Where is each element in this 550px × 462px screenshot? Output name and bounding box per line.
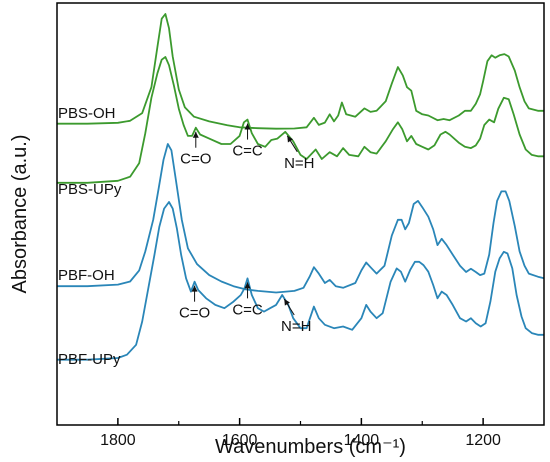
- series-line-pbf-oh: [57, 143, 545, 294]
- series-label-pbf-oh: PBF-OH: [58, 267, 115, 284]
- plot-frame: [56, 2, 545, 426]
- x-tick-label: 1800: [100, 432, 136, 449]
- series-labels: PBS-OH PBS-UPy PBF-OH PBF-UPy: [58, 105, 122, 368]
- series-label-pbs-oh: PBS-OH: [58, 105, 116, 122]
- series-line-pbs-oh: [57, 13, 544, 130]
- y-axis-title: Absorbance (a.u.): [9, 135, 31, 294]
- annotation-arrowhead: [192, 131, 199, 138]
- peak-annotation-label: C=O: [179, 305, 210, 322]
- peak-annotation-label: N=H: [284, 155, 314, 172]
- series-label-pbs-upy: PBS-UPy: [58, 181, 122, 198]
- series-line-pbs-upy: [57, 56, 544, 184]
- annotation-arrowhead: [244, 282, 251, 289]
- peak-annotations: C=O C=C N=H C=O C=C N=H: [179, 123, 315, 335]
- x-tick-label: 1600: [222, 432, 258, 449]
- peak-annotation-label: N=H: [281, 318, 311, 335]
- series-line-pbf-upy: [57, 201, 544, 361]
- spectra-traces: [57, 13, 545, 361]
- annotation-arrowhead: [191, 285, 198, 292]
- series-label-pbf-upy: PBF-UPy: [58, 351, 121, 368]
- x-tick-label: 1400: [344, 432, 380, 449]
- x-axis-ticks: 1800 1600 1400 1200: [100, 418, 501, 449]
- annotation-arrowhead: [244, 123, 251, 130]
- x-tick-label: 1200: [465, 432, 501, 449]
- peak-annotation-label: C=C: [232, 301, 263, 318]
- x-axis-title: Wavenumbers (cm⁻¹): [215, 436, 406, 458]
- annotation-arrowhead: [284, 298, 290, 306]
- annotation-arrowhead: [287, 135, 294, 143]
- peak-annotation-label: C=C: [232, 143, 263, 160]
- peak-annotation-label: C=O: [180, 151, 211, 168]
